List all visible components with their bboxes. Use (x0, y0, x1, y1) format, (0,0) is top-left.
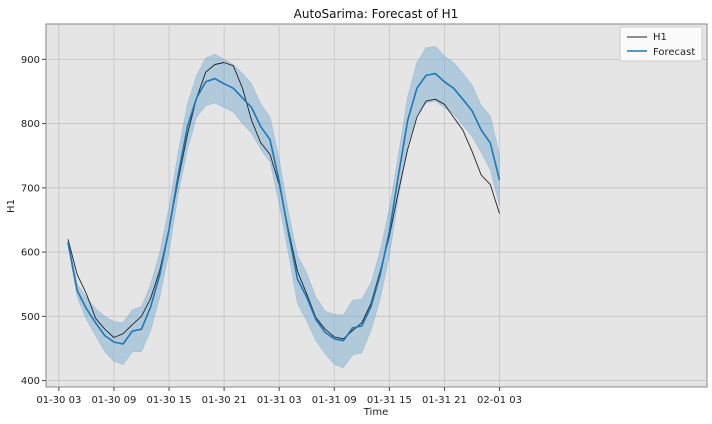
y-axis-label: H1 (6, 199, 17, 213)
y-tick-label: 800 (21, 119, 40, 130)
y-tick-label: 500 (21, 312, 40, 323)
x-axis-label: Time (363, 407, 388, 418)
legend: H1 Forecast (619, 26, 703, 62)
chart-title: AutoSarima: Forecast of H1 (294, 7, 459, 21)
y-tick-label: 400 (21, 376, 40, 387)
legend-label-forecast: Forecast (653, 47, 695, 58)
x-tick-label: 01-30 09 (91, 395, 136, 406)
x-tick-label: 01-31 03 (257, 395, 302, 406)
y-axis-ticks: 400 500 600 700 800 900 (21, 55, 46, 387)
series-lines (67, 62, 501, 345)
x-tick-label: 02-01 03 (477, 395, 522, 406)
x-tick-label: 01-30 21 (202, 395, 247, 406)
y-tick-label: 700 (21, 183, 40, 194)
legend-box (619, 26, 703, 62)
forecast-series-line (67, 72, 501, 345)
x-axis-ticks: 01-30 03 01-30 09 01-30 15 01-30 21 01-31 03… (36, 387, 522, 406)
x-tick-label: 01-30 03 (36, 395, 81, 406)
x-tick-label: 01-31 09 (312, 395, 357, 406)
plot-area (45, 23, 708, 388)
x-tick-label: 01-31 15 (367, 395, 412, 406)
y-tick-label: 600 (21, 248, 40, 259)
x-tick-label: 01-31 21 (422, 395, 467, 406)
grid-lines (46, 24, 707, 387)
x-tick-label: 01-30 15 (147, 395, 192, 406)
legend-label-actual: H1 (653, 32, 667, 43)
y-tick-label: 900 (21, 55, 40, 66)
